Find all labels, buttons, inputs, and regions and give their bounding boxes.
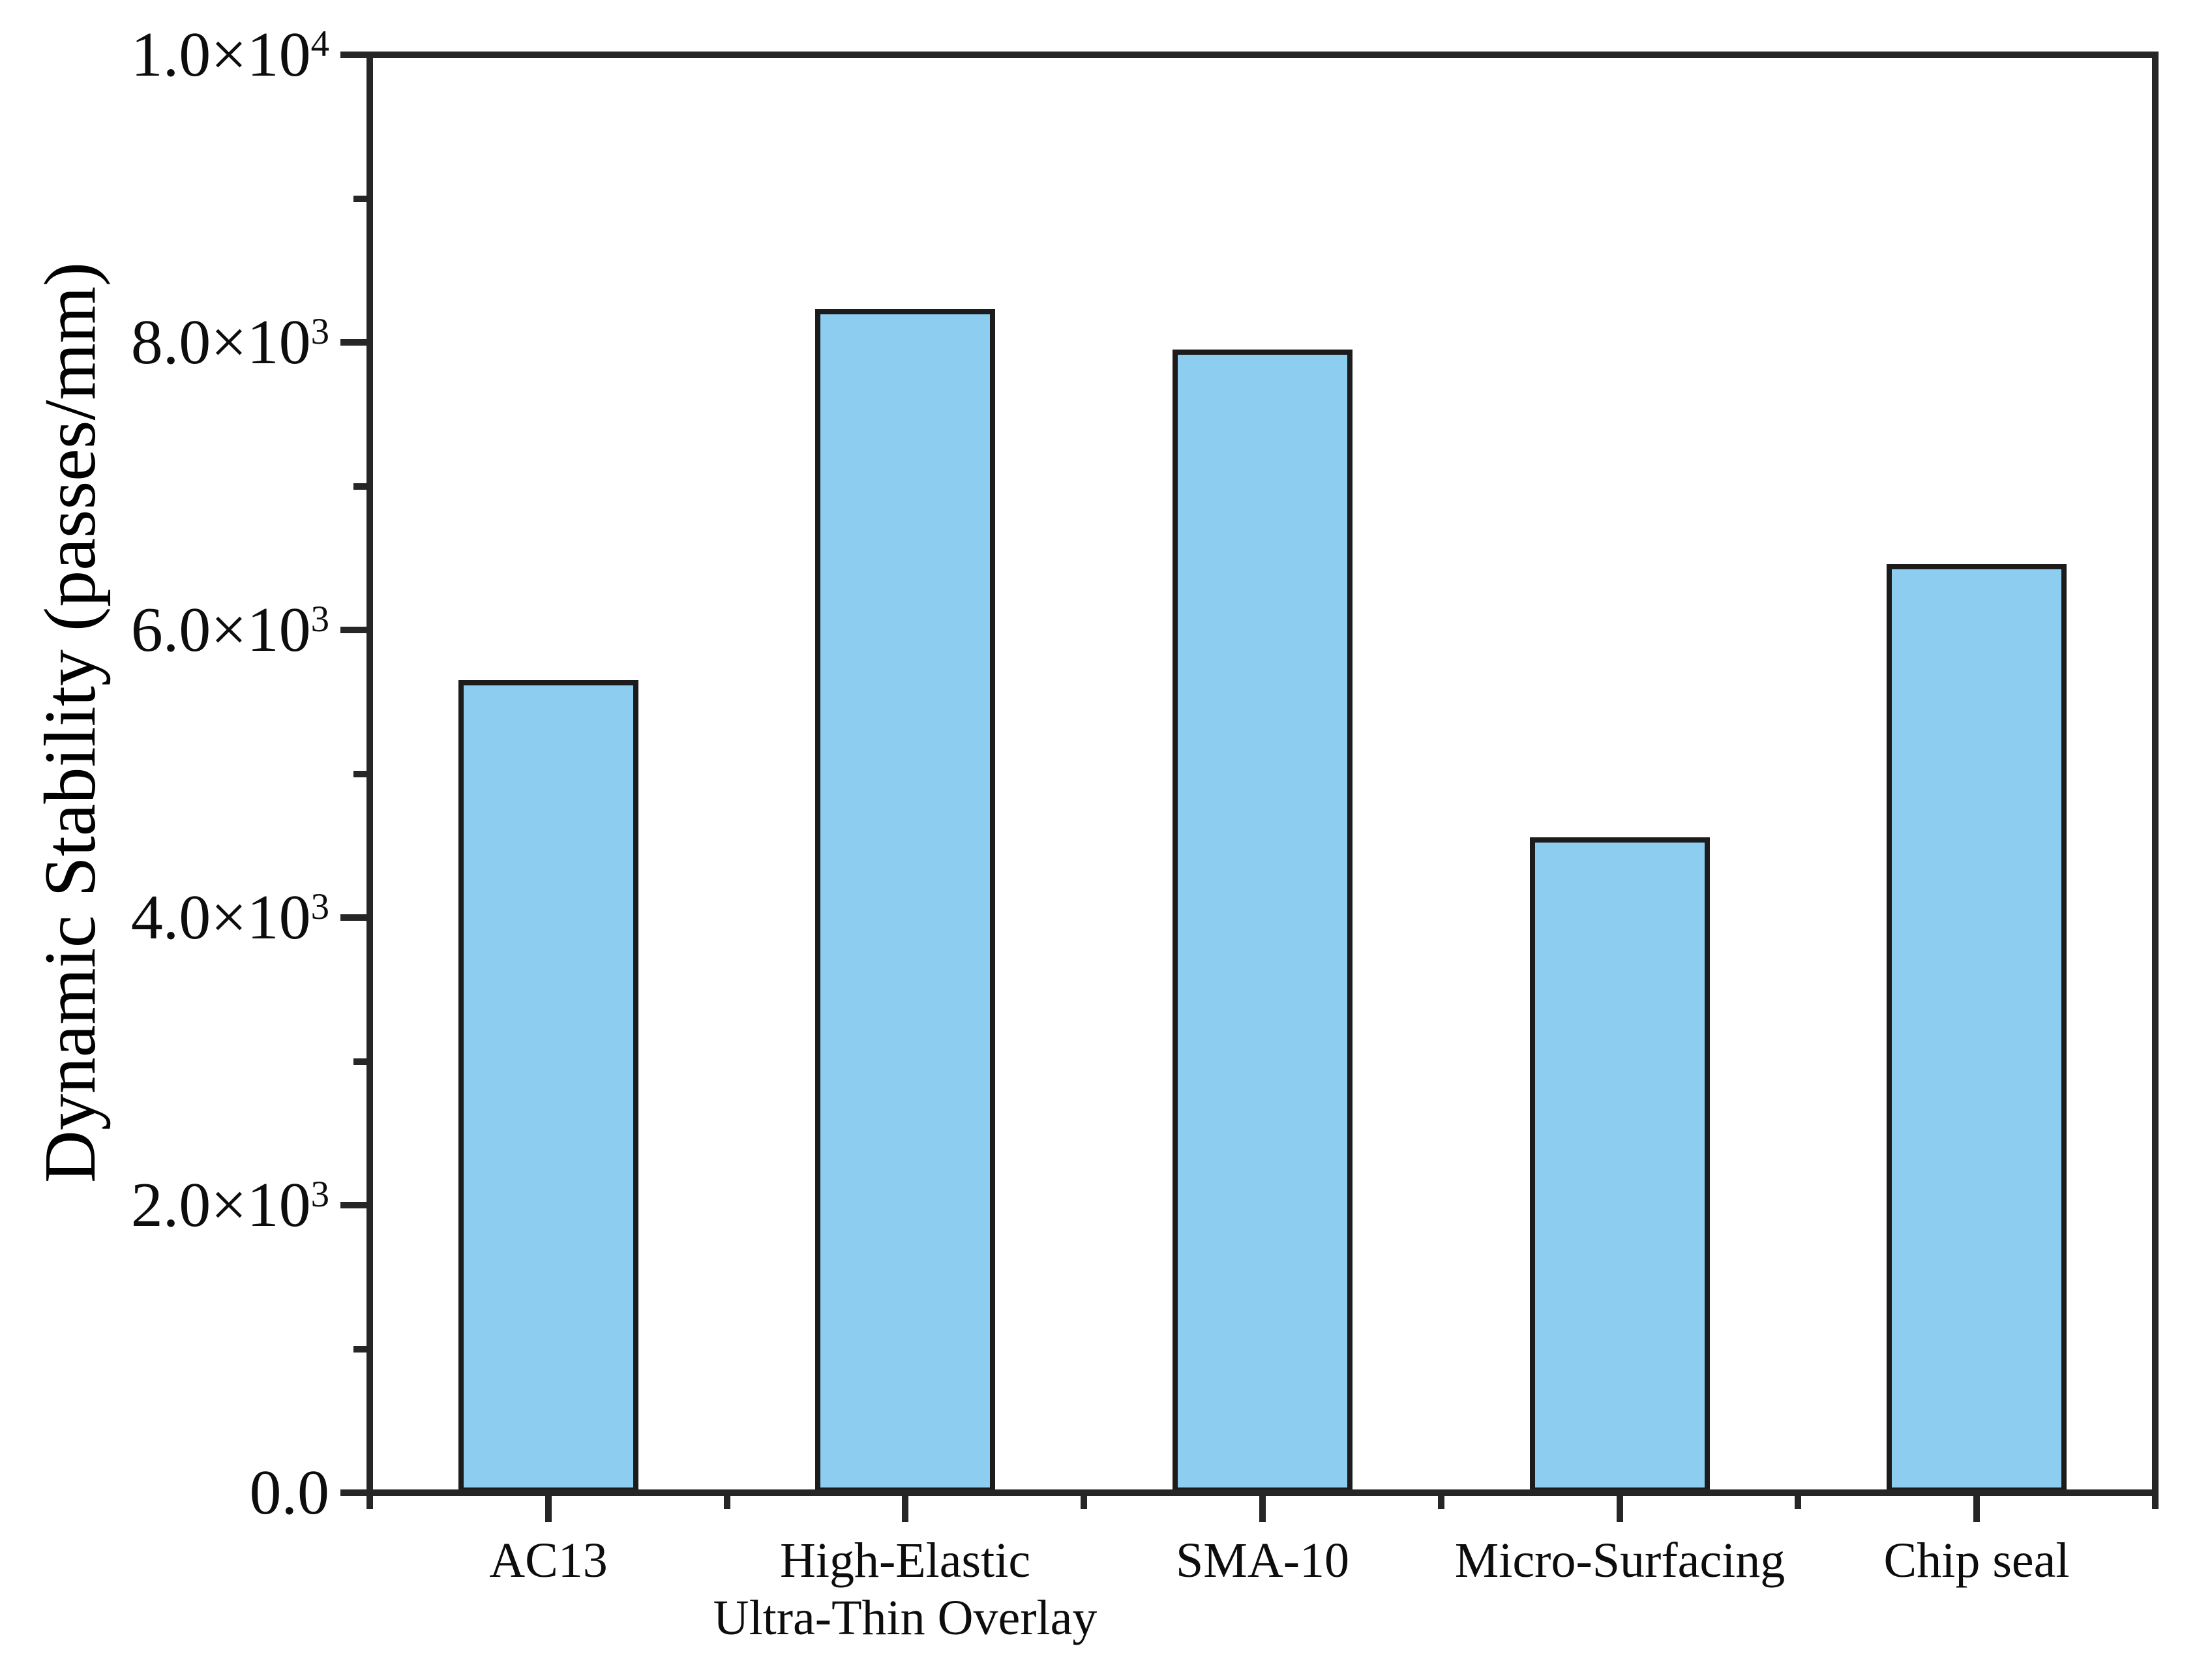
y-tick-label: 8.0×103 xyxy=(0,310,329,374)
y-minor-tick xyxy=(353,196,370,202)
y-tick-mantissa: 1.0×10 xyxy=(130,20,311,90)
bar-ac13 xyxy=(458,680,638,1493)
y-minor-tick xyxy=(353,1346,370,1353)
x-major-tick xyxy=(545,1493,552,1522)
x-tick-label-line: High-Elastic xyxy=(779,1533,1031,1588)
y-tick-exponent: 3 xyxy=(310,1174,329,1216)
x-major-tick xyxy=(1259,1493,1266,1522)
y-tick-label: 2.0×103 xyxy=(0,1173,329,1237)
y-major-tick xyxy=(340,339,370,346)
y-major-tick xyxy=(340,914,370,921)
x-minor-tick xyxy=(1795,1493,1801,1509)
x-tick-label-high-elastic-ultra-thin-overlay: High-Elastic Ultra-Thin Overlay xyxy=(612,1532,1199,1647)
bar-chip-seal xyxy=(1887,564,2067,1493)
y-minor-tick xyxy=(353,483,370,490)
x-minor-tick xyxy=(366,1493,373,1509)
plot-frame xyxy=(366,52,2159,1496)
x-major-tick xyxy=(902,1493,908,1522)
x-tick-label-line: Micro-Surfacing xyxy=(1454,1533,1786,1588)
bar-micro-surfacing xyxy=(1530,837,1710,1493)
y-tick-mantissa: 0.0 xyxy=(249,1457,330,1528)
x-tick-label-line: AC13 xyxy=(489,1533,608,1588)
y-major-tick xyxy=(340,1202,370,1208)
x-minor-tick xyxy=(2152,1493,2159,1509)
bar-high-elastic-ultra-thin-overlay xyxy=(815,309,995,1493)
y-tick-exponent: 3 xyxy=(310,599,329,640)
y-minor-tick xyxy=(353,771,370,777)
y-tick-mantissa: 2.0×10 xyxy=(130,1170,311,1240)
y-major-tick xyxy=(340,627,370,633)
y-tick-label: 4.0×103 xyxy=(0,886,329,949)
x-tick-label-line: SMA-10 xyxy=(1175,1533,1350,1588)
x-minor-tick xyxy=(1438,1493,1444,1509)
x-major-tick xyxy=(1973,1493,1980,1522)
y-tick-exponent: 3 xyxy=(310,311,329,353)
x-tick-label-line: Ultra-Thin Overlay xyxy=(713,1591,1098,1645)
y-axis-title: Dynamic Stability (passes/mm) xyxy=(30,262,111,1184)
x-tick-label-line: Chip seal xyxy=(1883,1533,2070,1588)
x-minor-tick xyxy=(1081,1493,1087,1509)
y-minor-tick xyxy=(353,1058,370,1065)
y-major-tick xyxy=(340,52,370,58)
y-tick-mantissa: 8.0×10 xyxy=(130,307,311,378)
y-tick-mantissa: 6.0×10 xyxy=(130,595,311,665)
x-minor-tick xyxy=(724,1493,730,1509)
y-tick-exponent: 3 xyxy=(310,886,329,928)
x-tick-label-sma-10: SMA-10 xyxy=(969,1532,1556,1589)
y-tick-label: 0.0 xyxy=(0,1461,330,1525)
y-tick-label: 1.0×104 xyxy=(0,23,329,87)
x-tick-label-chip-seal: Chip seal xyxy=(1683,1532,2212,1589)
y-tick-label: 6.0×103 xyxy=(0,598,329,662)
y-tick-exponent: 4 xyxy=(310,23,329,65)
x-tick-label-ac13: AC13 xyxy=(255,1532,842,1589)
x-major-tick xyxy=(1617,1493,1623,1522)
y-tick-mantissa: 4.0×10 xyxy=(130,882,311,953)
y-major-tick xyxy=(340,1489,370,1496)
x-tick-label-micro-surfacing: Micro-Surfacing xyxy=(1326,1532,1913,1589)
